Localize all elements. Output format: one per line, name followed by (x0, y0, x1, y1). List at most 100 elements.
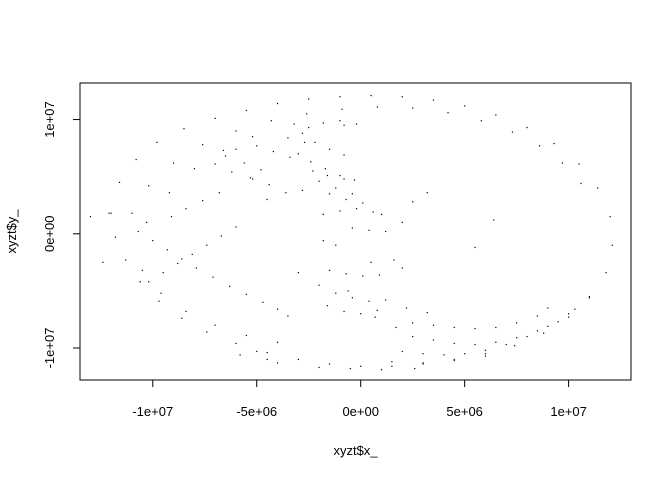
data-point (318, 284, 320, 286)
y-axis: -1e+07 0e+00 1e+07 (42, 101, 81, 369)
data-point (206, 331, 208, 333)
data-point (303, 141, 306, 143)
data-point (370, 261, 372, 263)
data-point (412, 335, 414, 338)
data-point (328, 148, 331, 150)
data-point (145, 221, 148, 223)
data-point (206, 244, 208, 246)
data-point (139, 281, 141, 283)
x-tick-label: 0e+00 (342, 404, 379, 419)
data-point (243, 162, 245, 164)
data-point (474, 343, 476, 346)
data-point (135, 158, 137, 161)
data-point (453, 326, 455, 329)
y-tick-label: -1e+07 (42, 328, 57, 369)
data-point (314, 141, 316, 143)
data-point (266, 358, 268, 361)
data-point (308, 126, 310, 129)
data-point (162, 272, 164, 274)
data-point (568, 316, 570, 318)
data-point (324, 168, 326, 170)
data-point (270, 120, 272, 122)
data-point (276, 362, 279, 364)
data-point (326, 174, 329, 177)
data-point (553, 142, 555, 145)
data-point (351, 227, 353, 229)
data-point (235, 130, 237, 132)
data-point (343, 124, 345, 126)
y-axis-title: xyzt$y_ (4, 209, 19, 254)
data-point (166, 249, 168, 251)
data-point (426, 312, 428, 314)
data-point (156, 141, 158, 143)
data-point (422, 362, 424, 364)
data-point (276, 341, 279, 343)
data-point (495, 326, 497, 329)
data-point (235, 342, 237, 345)
data-point (245, 109, 247, 112)
data-point (328, 363, 331, 365)
data-point (287, 315, 289, 317)
data-point (328, 193, 331, 195)
data-point (297, 153, 299, 155)
data-point (484, 355, 487, 357)
data-point (256, 145, 258, 147)
data-point (322, 240, 324, 242)
data-point (245, 293, 247, 295)
data-point (276, 102, 279, 105)
data-point (268, 184, 270, 186)
data-point (574, 308, 576, 310)
data-point (181, 317, 183, 319)
data-point (547, 325, 549, 327)
data-point (561, 162, 563, 164)
data-point (339, 120, 341, 122)
data-point (245, 334, 247, 337)
x-tick-label: -5e+06 (236, 404, 277, 419)
y-tick-label: 1e+07 (42, 101, 57, 138)
data-point (301, 132, 304, 134)
data-point (588, 297, 591, 299)
data-point (102, 261, 104, 263)
data-point (306, 113, 308, 115)
data-point (453, 342, 455, 345)
data-point (202, 144, 204, 146)
data-points (89, 94, 613, 371)
data-point (401, 221, 403, 223)
data-point (376, 106, 378, 108)
data-point (368, 229, 370, 231)
data-point (287, 137, 289, 139)
data-point (453, 359, 455, 362)
data-point (484, 349, 487, 351)
data-point (249, 177, 252, 179)
data-point (341, 108, 343, 110)
data-point (272, 150, 274, 153)
data-point (235, 226, 237, 228)
data-point (391, 361, 393, 363)
data-point (177, 262, 179, 265)
data-point (293, 123, 295, 125)
data-point (360, 365, 362, 367)
data-point (370, 94, 372, 97)
data-point (218, 192, 220, 194)
data-point (222, 149, 225, 151)
data-point (609, 216, 611, 218)
data-point (345, 273, 347, 275)
data-point (318, 366, 320, 369)
data-point (289, 156, 291, 158)
data-point (536, 330, 539, 332)
data-point (260, 169, 262, 171)
data-point (453, 358, 455, 361)
data-point (368, 300, 370, 302)
data-point (362, 275, 364, 277)
data-point (110, 212, 112, 214)
data-point (108, 212, 110, 214)
data-point (328, 269, 331, 271)
data-point (195, 267, 198, 269)
data-point (412, 107, 414, 109)
data-point (432, 339, 435, 341)
data-point (480, 120, 482, 122)
data-point (239, 354, 241, 356)
data-point (568, 313, 570, 315)
data-point (158, 300, 160, 302)
data-point (380, 213, 383, 215)
